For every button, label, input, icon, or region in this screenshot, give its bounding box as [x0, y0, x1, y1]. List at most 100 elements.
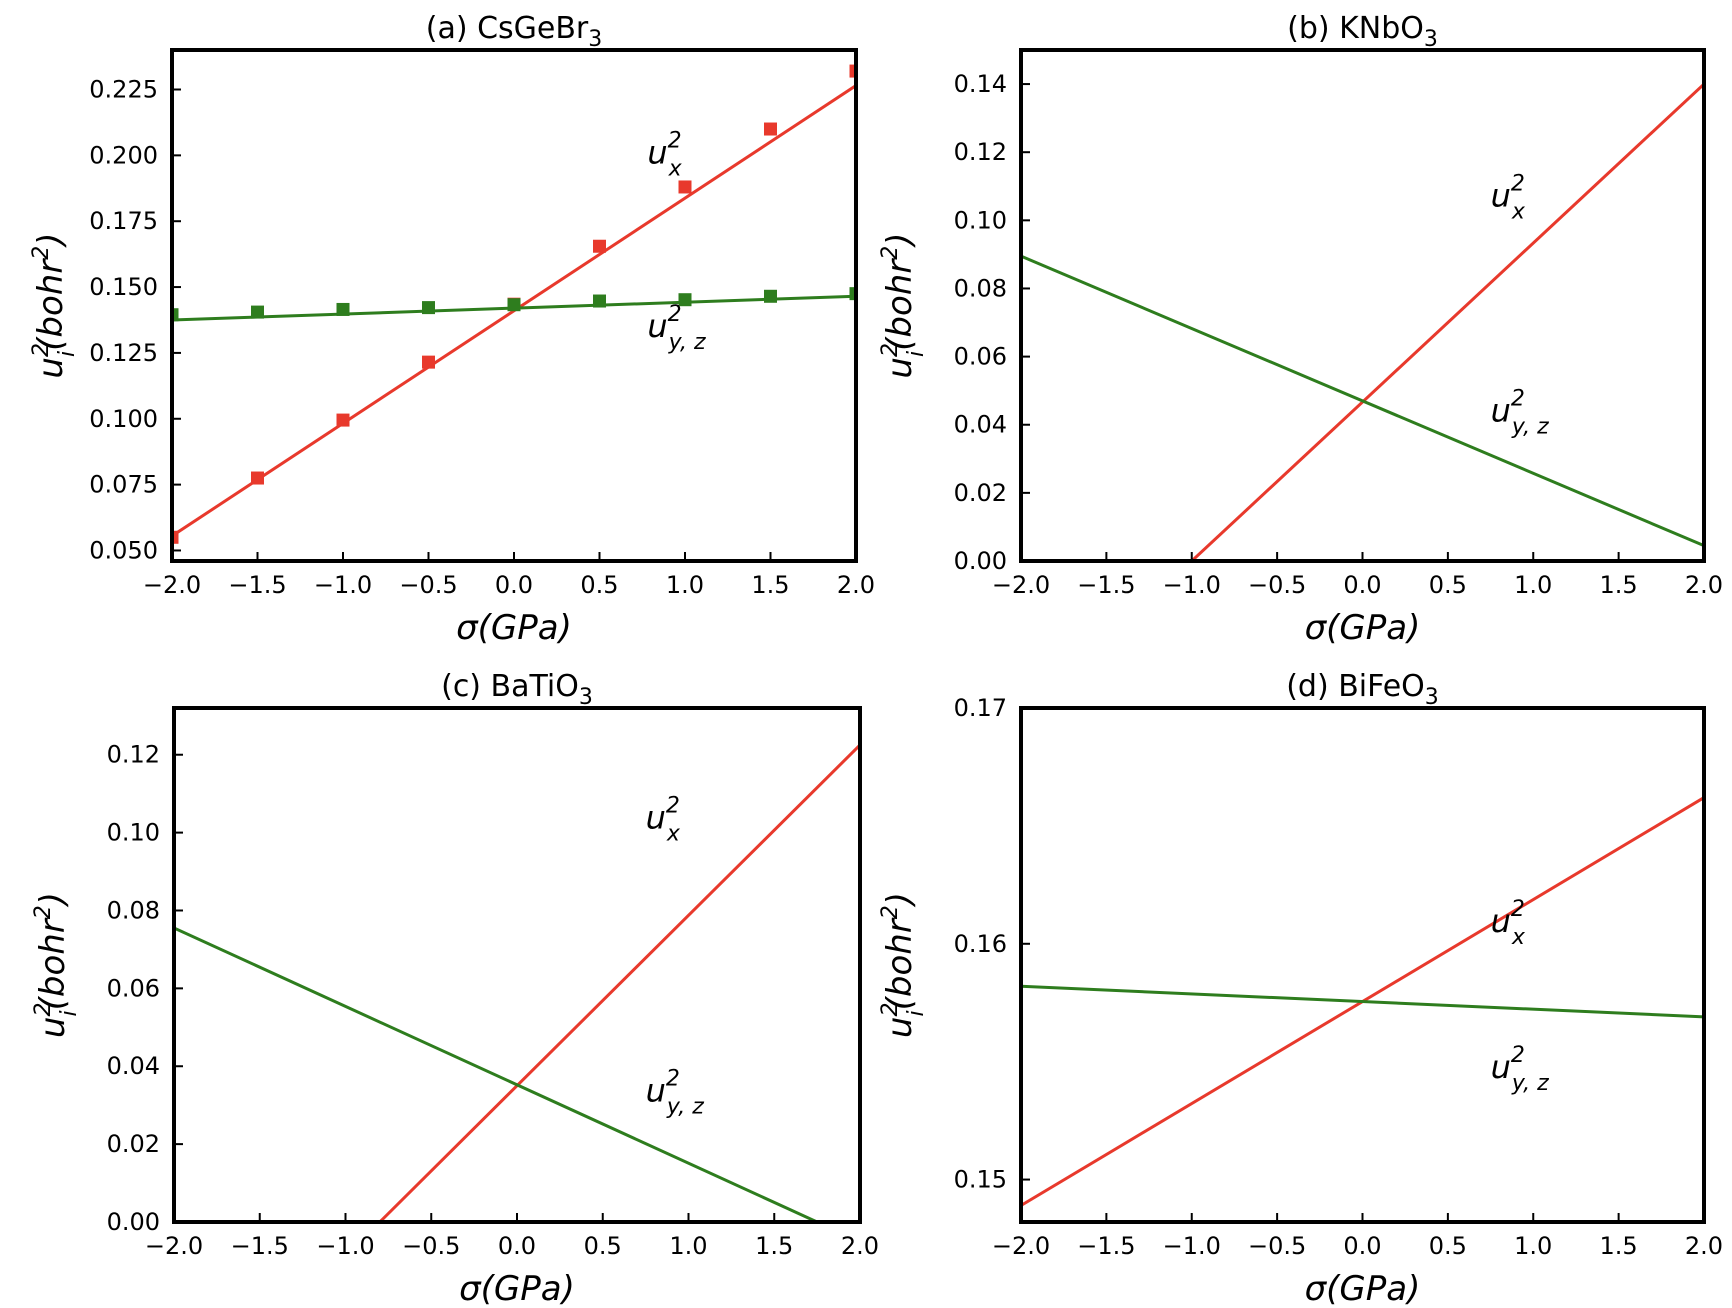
ylabel-close: ) [31, 232, 71, 248]
y-tick-label: 0.06 [954, 343, 1007, 371]
x-tick-label: 1.0 [1514, 1232, 1552, 1260]
annotation-sup: 2 [668, 302, 682, 327]
ylabel-base: u [31, 357, 71, 379]
ylabel-sub: i [904, 351, 929, 357]
ylabel-sub: i [55, 351, 80, 357]
y-tick-label: 0.10 [954, 206, 1007, 234]
annotation-base: u [646, 799, 666, 837]
x-tick-label: 1.5 [751, 571, 789, 599]
data-point [764, 122, 777, 136]
x-tick-label: 1.0 [666, 571, 704, 599]
data-point [678, 293, 692, 307]
x-tick-label: −1.0 [1163, 1232, 1221, 1260]
ylabel-sub: i [57, 1010, 82, 1016]
data-point [849, 64, 856, 78]
series-group [1021, 796, 1704, 1207]
x-axis-label: σ(GPa) [456, 608, 572, 648]
y-tick-label: 0.04 [107, 1052, 160, 1080]
y-tick-label: 0.06 [107, 974, 160, 1002]
x-axis-label: σ(GPa) [459, 1269, 575, 1308]
annotation-uyz2: u2 y, z [1491, 386, 1550, 439]
x-tick-label: −1.5 [1077, 571, 1135, 599]
y-tick-label: 0.125 [89, 339, 158, 367]
annotation-base: u [647, 307, 667, 345]
annotation-sub: y, z [668, 330, 706, 355]
x-tick-label: −2.0 [992, 571, 1050, 599]
y-tick-label: 0.02 [107, 1130, 160, 1158]
series-line-ux2 [1190, 82, 1704, 561]
data-point [336, 302, 350, 316]
subplot-title: (b) KNbO3 [1287, 11, 1438, 52]
ylabel-base: u [880, 1017, 920, 1039]
title-text: (a) CsGeBr [426, 11, 589, 46]
y-tick-label: 0.10 [107, 819, 160, 847]
annotation-base: u [1491, 177, 1511, 215]
y-tick-label: 0.12 [107, 741, 160, 769]
annotation-uyz2: u2 y, z [647, 302, 706, 355]
data-point [849, 287, 856, 301]
data-point [422, 301, 435, 315]
y-tick-label: 0.00 [107, 1208, 160, 1236]
annotation-ux2: u2 x [1491, 897, 1526, 950]
x-tick-label: 0.0 [498, 1232, 536, 1260]
x-tick-label: 1.0 [1514, 571, 1552, 599]
y-tick-label: 0.200 [89, 141, 158, 169]
annotation-sub: x [668, 156, 683, 181]
series-group [172, 64, 856, 544]
annotation-ux2: u2 x [1491, 172, 1526, 225]
x-tick-label: 0.5 [1429, 571, 1467, 599]
y-tick-label: 0.075 [89, 471, 158, 499]
annotation-sup: 2 [1511, 386, 1525, 411]
series-line-ux2 [378, 743, 860, 1222]
annotation-uyz2: u2 y, z [646, 1066, 705, 1119]
annotation-sub: y, z [1511, 1071, 1549, 1096]
ylabel-sup: 2 [878, 343, 903, 357]
annotation-base: u [646, 1071, 666, 1109]
ylabel-sup2: 2 [878, 246, 903, 260]
x-tick-label: 1.5 [1600, 571, 1638, 599]
y-tick-label: 0.12 [954, 138, 1007, 166]
x-tick-label: −1.0 [314, 571, 372, 599]
ylabel-close: ) [880, 892, 920, 908]
x-tick-label: 0.0 [1343, 571, 1381, 599]
x-tick-label: 2.0 [837, 571, 875, 599]
ylabel-sup2: 2 [878, 905, 903, 919]
subplot-b: (b) KNbO3 −2.0 −1.5 −1.0 −0.5 0.0 0.5 1.0 1.5 2.0… [878, 11, 1723, 648]
x-tick-label: −2.0 [145, 1232, 203, 1260]
y-tick-label: 0.17 [954, 694, 1007, 722]
series-group [1021, 82, 1704, 561]
plot-frame [1019, 48, 1706, 563]
data-point [507, 298, 521, 312]
ylabel-close: ) [33, 892, 73, 908]
title-text: (c) BaTiO [441, 669, 579, 704]
ylabel-rest: (bohr [33, 917, 73, 1010]
ylabel-rest: (bohr [31, 258, 71, 351]
annotation-sup: 2 [1511, 172, 1525, 197]
annotation-sup: 2 [668, 128, 682, 153]
x-tick-label: 0.5 [584, 1232, 622, 1260]
annotation-uyz2: u2 y, z [1491, 1043, 1550, 1096]
x-tick-label: −1.5 [231, 1232, 289, 1260]
y-tick-label: 0.16 [954, 930, 1007, 958]
data-point [422, 355, 435, 369]
ylabel-rest: (bohr [880, 258, 920, 351]
ylabel-sup: 2 [878, 1003, 903, 1017]
y-tick-label: 0.100 [89, 405, 158, 433]
x-tick-label: −1.5 [1077, 1232, 1135, 1260]
subplot-title: (a) CsGeBr3 [426, 11, 603, 52]
y-axis-label: u2i(bohr2) [878, 232, 929, 378]
annotation-ux2: u2 x [646, 794, 681, 847]
data-point [593, 294, 606, 308]
ylabel-rest: (bohr [880, 917, 920, 1010]
annotation-sup: 2 [1511, 1043, 1525, 1068]
series-group [174, 743, 860, 1222]
y-tick-label: 0.14 [954, 70, 1007, 98]
annotation-base: u [1491, 1048, 1511, 1086]
y-axis-label: u2i(bohr2) [29, 232, 80, 378]
annotation-sub: x [666, 822, 681, 847]
title-subscript: 3 [1424, 27, 1438, 52]
x-axis-label: σ(GPa) [1305, 1269, 1421, 1308]
x-tick-label: −1.0 [316, 1232, 374, 1260]
y-tick-label: 0.175 [89, 207, 158, 235]
x-tick-label: −1.0 [1163, 571, 1221, 599]
